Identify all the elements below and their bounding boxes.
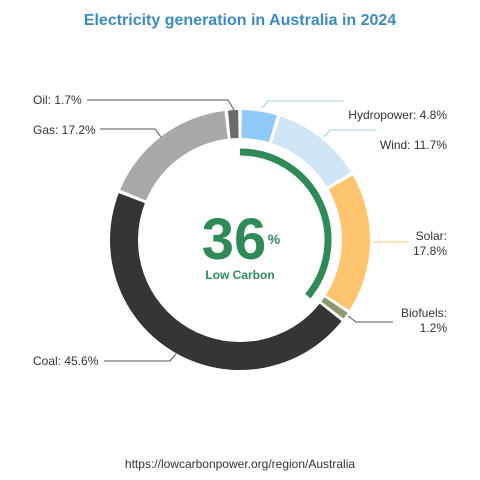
slice-biofuels[interactable] <box>321 297 348 319</box>
slice-label-hydropower: Hydropower: 4.8% <box>348 108 447 122</box>
slice-label-solar-line-2: 17.8% <box>413 244 447 258</box>
slice-label-solar-line-1: Solar: <box>416 229 447 243</box>
slice-label-biofuels-line-1: Biofuels: <box>401 306 447 320</box>
slice-hydropower[interactable] <box>241 110 277 143</box>
center-unit: % <box>268 231 281 247</box>
center-label: Low Carbon <box>205 268 274 282</box>
leader-line-gas <box>100 128 162 138</box>
slice-label-wind: Wind: 11.7% <box>380 138 447 152</box>
slice-wind[interactable] <box>271 116 351 187</box>
donut-ring-group <box>109 110 371 370</box>
leader-line-coal <box>104 353 177 362</box>
slice-solar[interactable] <box>325 175 371 311</box>
slice-label-oil: Oil: 1.7% <box>33 93 82 107</box>
slice-label-group: Hydropower: 4.8% Wind: 11.7% Solar:17.8% Bi… <box>33 93 447 368</box>
leader-line-wind <box>323 129 376 138</box>
leader-line-biofuels <box>347 315 393 323</box>
slice-label-gas: Gas: 17.2% <box>33 123 96 137</box>
center-value: 36 <box>202 207 267 272</box>
leader-line-oil <box>87 99 235 111</box>
slice-coal[interactable] <box>109 193 342 370</box>
low-carbon-progress-arc <box>239 148 332 299</box>
leader-line-hydropower <box>261 100 344 109</box>
slice-label-coal: Coal: 45.6% <box>33 354 99 368</box>
slice-label-biofuels-line-2: 1.2% <box>420 321 448 335</box>
leader-line-group <box>87 99 408 362</box>
source-link[interactable]: https://lowcarbonpower.org/region/Austra… <box>125 457 355 471</box>
slice-gas[interactable] <box>120 110 228 201</box>
chart-title: Electricity generation in Australia in 2… <box>84 12 397 29</box>
slice-oil[interactable] <box>227 110 239 139</box>
